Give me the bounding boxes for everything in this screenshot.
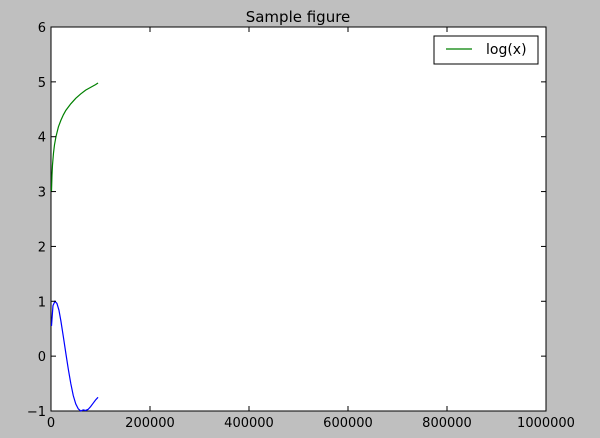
y-tick-label-3: 2 (38, 240, 46, 255)
x-tick-label-2: 400000 (224, 416, 274, 431)
y-tick-label-1: 0 (38, 350, 46, 365)
x-tick-label-4: 800000 (422, 416, 472, 431)
series-line-1 (50, 82, 99, 192)
legend-label-log: log(x) (486, 42, 527, 58)
legend: log(x) (433, 35, 539, 65)
x-tick-label-5: 1000000 (517, 416, 575, 431)
x-tick-label-0: 0 (47, 416, 55, 431)
y-tick-label-4: 3 (38, 186, 46, 201)
plot-area (50, 26, 547, 412)
tick-layer: 0 200000 400000 600000 800000 1000000−1012345… (27, 21, 575, 431)
series-line-0 (50, 300, 99, 412)
y-tick-label-5: 4 (38, 131, 46, 146)
y-tick-label-0: −1 (27, 405, 46, 420)
y-tick-label-6: 5 (38, 76, 46, 91)
chart-title: Sample figure (246, 8, 351, 26)
series-layer (50, 82, 99, 412)
x-tick-label-1: 200000 (125, 416, 175, 431)
y-tick-label-7: 6 (38, 21, 46, 36)
x-tick-label-3: 600000 (323, 416, 373, 431)
y-tick-label-2: 1 (38, 295, 46, 310)
legend-box (433, 35, 539, 65)
